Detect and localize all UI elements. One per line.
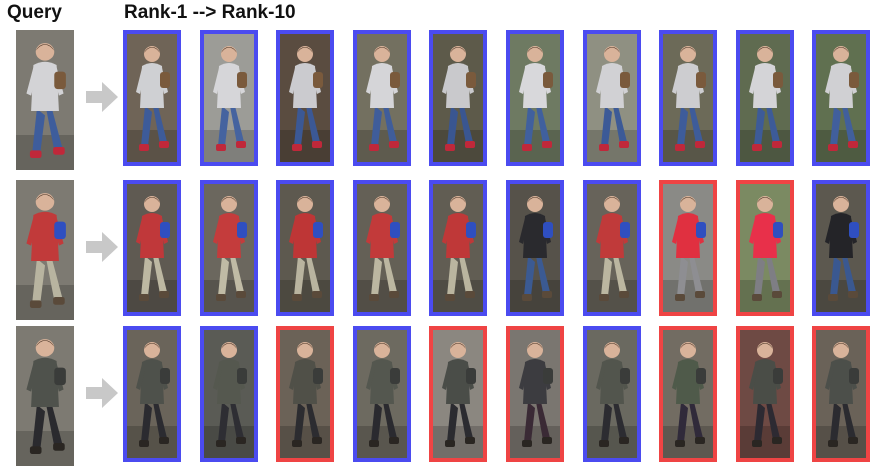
result-image-match	[123, 30, 181, 166]
arrow-right-icon	[86, 232, 118, 262]
result-image-match	[735, 30, 794, 166]
arrow-right-icon	[86, 378, 118, 408]
result-image-match	[199, 326, 258, 462]
query-row	[0, 30, 892, 170]
query-image	[16, 30, 74, 170]
result-image-match	[506, 30, 564, 166]
result-image-match	[276, 30, 335, 166]
query-row	[0, 180, 892, 320]
result-image-match	[199, 30, 258, 166]
result-image-mismatch	[506, 326, 564, 462]
result-image-match	[123, 180, 181, 316]
result-image-match	[352, 326, 411, 462]
arrow-right-icon	[86, 82, 118, 112]
result-image-match	[276, 180, 335, 316]
result-image-mismatch	[735, 326, 794, 462]
result-image-match	[582, 326, 641, 462]
result-image-mismatch	[812, 326, 871, 462]
result-image-match	[123, 326, 181, 462]
result-image-mismatch	[735, 180, 794, 316]
result-image-match	[352, 180, 411, 316]
result-image-match	[506, 180, 564, 316]
result-image-match	[659, 30, 718, 166]
rank-range-header: Rank-1 --> Rank-10	[124, 2, 296, 23]
query-image	[16, 180, 74, 320]
result-image-match	[429, 30, 488, 166]
query-row	[0, 326, 892, 466]
query-image	[16, 326, 74, 466]
result-image-match	[199, 180, 258, 316]
result-image-match	[352, 30, 411, 166]
result-image-match	[582, 180, 641, 316]
result-image-match	[812, 30, 871, 166]
result-image-mismatch	[276, 326, 335, 462]
result-image-mismatch	[659, 180, 718, 316]
result-image-match	[582, 30, 641, 166]
result-image-mismatch	[429, 326, 488, 462]
result-image-match	[429, 180, 488, 316]
result-image-match	[812, 180, 871, 316]
result-image-mismatch	[659, 326, 718, 462]
query-header: Query	[7, 2, 62, 23]
